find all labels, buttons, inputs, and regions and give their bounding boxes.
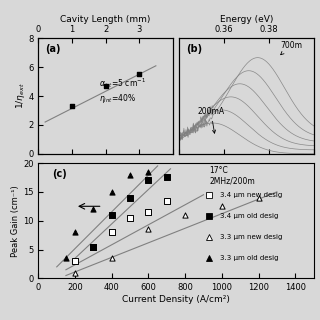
Point [109,256,114,261]
Point [91,244,96,249]
Point [128,172,133,177]
Point [146,210,151,215]
Y-axis label: Peak Gain (cm⁻¹): Peak Gain (cm⁻¹) [11,185,20,257]
Point [256,195,261,200]
Text: 3.4 μm old desig: 3.4 μm old desig [220,213,278,219]
Point [91,244,96,249]
Point [128,215,133,220]
Point [146,227,151,232]
Text: (a): (a) [45,44,60,54]
Point [69,104,75,109]
Point [109,189,114,195]
Text: $\alpha_{int}$=5 cm$^{-1}$
$\eta_{int}$=40%: $\alpha_{int}$=5 cm$^{-1}$ $\eta_{int}$=… [99,76,146,105]
Text: (b): (b) [186,44,202,54]
Point [146,169,151,174]
Text: 3.3 μm old desig: 3.3 μm old desig [220,255,278,260]
Y-axis label: 1/$\eta_{ext}$: 1/$\eta_{ext}$ [14,83,27,109]
Point [128,195,133,200]
X-axis label: Energy (eV): Energy (eV) [220,15,273,24]
Point [109,212,114,218]
Point [91,207,96,212]
Point [137,72,142,77]
Point [219,204,224,209]
X-axis label: Current Density (A/cm²): Current Density (A/cm²) [122,295,230,304]
Point [164,175,169,180]
Point [103,84,108,89]
Point [109,230,114,235]
Point [146,178,151,183]
Text: 200mA: 200mA [197,107,224,133]
X-axis label: Cavity Length (mm): Cavity Length (mm) [60,15,151,24]
Point [73,270,78,275]
Point [73,259,78,264]
Text: 3.4 μm new desig: 3.4 μm new desig [220,192,282,198]
Text: (c): (c) [52,169,67,179]
Point [164,198,169,203]
Point [183,212,188,218]
Text: 17°C
2MHz/200m: 17°C 2MHz/200m [209,166,255,186]
Point [63,256,68,261]
Text: 700m: 700m [280,41,302,55]
Text: 3.3 μm new desig: 3.3 μm new desig [220,234,283,240]
Point [73,230,78,235]
